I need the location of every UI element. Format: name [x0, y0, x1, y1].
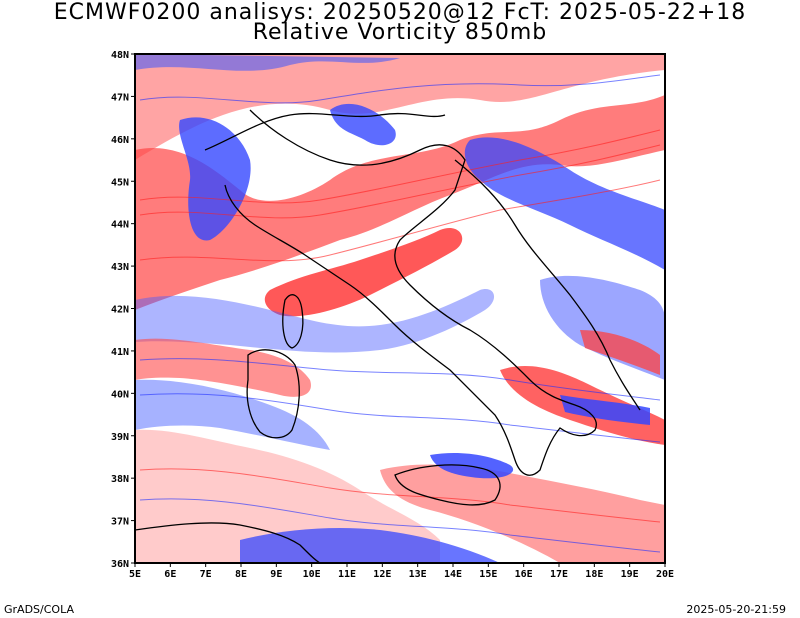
red-band: [135, 95, 665, 310]
red-band: [380, 464, 665, 563]
lon-tick-label: 20E: [656, 569, 674, 580]
lon-tick-label: 5E: [129, 569, 141, 580]
blue-band: [135, 379, 330, 450]
lon-tick-label: 14E: [444, 569, 462, 580]
lon-tick-label: 11E: [338, 569, 356, 580]
coastlines: [135, 109, 641, 563]
lat-tick-label: 44N: [111, 220, 129, 231]
lat-tick-label: 36N: [111, 559, 129, 570]
lon-tick-label: 16E: [515, 569, 533, 580]
blue-band: [330, 103, 396, 146]
map-axes: 5E 6E 7E 8E 9E 10E 11E 12E 13E 14E 15E 16E 17E 18E 19E…: [111, 50, 674, 580]
lat-tick-label: 48N: [111, 50, 129, 61]
lon-tick-label: 9E: [270, 569, 282, 580]
blue-band: [135, 54, 400, 71]
red-band: [135, 338, 311, 397]
lon-tick-label: 8E: [235, 569, 247, 580]
lon-tick-label: 7E: [200, 569, 212, 580]
red-band: [135, 54, 665, 160]
red-band: [264, 228, 463, 317]
red-band: [580, 330, 660, 375]
footer-timestamp: 2025-05-20-21:59: [686, 603, 786, 616]
blue-band: [560, 395, 650, 425]
lat-tick-label: 37N: [111, 517, 129, 528]
lat-tick-label: 38N: [111, 474, 129, 485]
lon-tick-label: 17E: [550, 569, 568, 580]
blue-band: [179, 117, 251, 241]
lat-tick-label: 45N: [111, 177, 129, 188]
lon-tick-label: 12E: [373, 569, 391, 580]
chart-title-line1: ECMWF0200 analisys: 20250520@12 FcT: 202…: [53, 0, 747, 25]
blue-band: [464, 137, 665, 270]
chart-title-line2: Relative Vorticity 850mb: [252, 20, 548, 45]
lon-tick-label: 6E: [164, 569, 176, 580]
lat-tick-label: 46N: [111, 135, 129, 146]
lon-tick-label: 13E: [409, 569, 427, 580]
lat-tick-label: 40N: [111, 389, 129, 400]
lat-tick-label: 42N: [111, 305, 129, 316]
blue-band: [240, 528, 500, 563]
blue-band: [135, 289, 495, 353]
footer-software-label: GrADS/COLA: [4, 603, 74, 616]
lon-tick-label: 18E: [585, 569, 603, 580]
lat-tick-label: 41N: [111, 347, 129, 358]
lat-tick-label: 47N: [111, 92, 129, 103]
lat-tick-label: 43N: [111, 262, 129, 273]
vorticity-field: [135, 54, 665, 563]
lon-tick-label: 15E: [479, 569, 497, 580]
lat-tick-label: 39N: [111, 432, 129, 443]
lon-tick-label: 10E: [303, 569, 321, 580]
lon-tick-label: 19E: [621, 569, 639, 580]
